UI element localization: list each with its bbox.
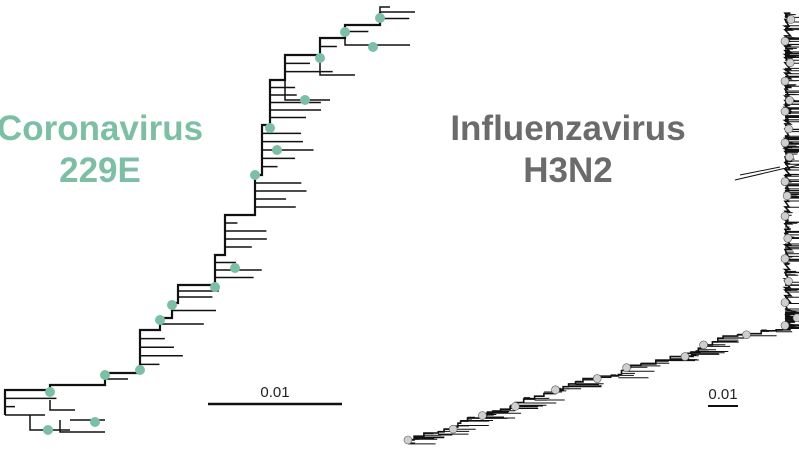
node-marker (100, 370, 110, 380)
node-marker (265, 123, 275, 133)
node-marker (785, 96, 794, 105)
node-marker (780, 76, 790, 86)
node-marker (403, 435, 413, 445)
node-marker (785, 152, 794, 162)
panel-title: Influenzavirus (450, 109, 685, 148)
node-marker (780, 177, 790, 186)
node-marker (135, 365, 145, 375)
node-marker (315, 53, 325, 63)
node-marker (368, 42, 378, 52)
node-marker (448, 424, 458, 434)
trees (3, 6, 799, 445)
node-marker (780, 36, 790, 46)
node-marker (300, 95, 310, 105)
node-marker (250, 170, 260, 180)
panel-subtitle: 229E (59, 151, 141, 190)
node-marker (680, 352, 690, 361)
node-marker (340, 27, 350, 37)
scale-label: 0.01 (708, 386, 737, 403)
node-marker (792, 313, 799, 323)
node-marker (622, 363, 631, 372)
node-marker (375, 13, 385, 23)
panel-subtitle: H3N2 (523, 151, 612, 190)
node-marker (511, 402, 520, 411)
node-marker (167, 300, 177, 310)
node-marker (780, 321, 790, 330)
node-marker (43, 425, 53, 435)
node-marker (230, 263, 240, 273)
node-marker (780, 138, 790, 148)
node-marker (780, 254, 790, 263)
node-marker (780, 211, 790, 221)
node-marker (784, 124, 793, 134)
node-marker (155, 315, 165, 325)
node-marker (90, 417, 100, 427)
node-marker (210, 282, 220, 292)
node-marker (742, 330, 751, 340)
node-marker (783, 233, 793, 243)
node-marker (592, 374, 602, 383)
node-marker (45, 387, 55, 397)
node-marker (780, 298, 790, 307)
scale-label: 0.01 (260, 384, 289, 401)
node-marker (786, 15, 796, 24)
node-marker (551, 385, 560, 395)
node-marker (478, 411, 487, 420)
tree-branches (408, 14, 799, 445)
node-marker (699, 340, 708, 350)
node-marker (785, 58, 795, 68)
node-marker (784, 276, 793, 286)
node-marker (780, 107, 790, 116)
tree-branches (5, 6, 415, 433)
panel-title: Coronavirus (0, 109, 203, 148)
node-marker (272, 145, 282, 155)
node-marker (782, 191, 792, 201)
tree-backbone (3, 12, 382, 415)
